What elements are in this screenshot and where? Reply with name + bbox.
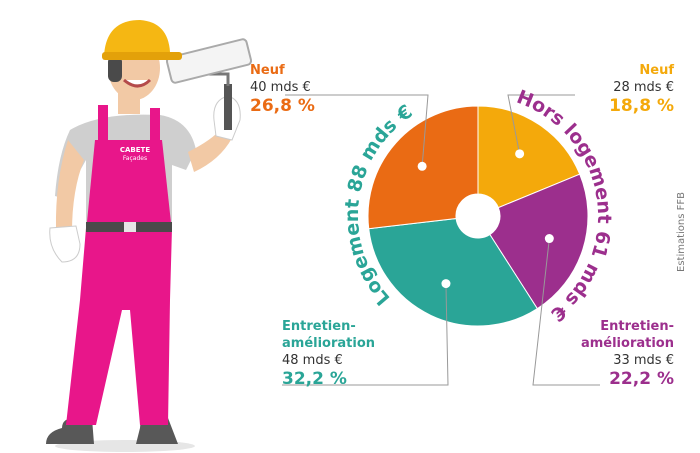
painter-illustration: [46, 20, 253, 452]
label-neuf-hors-logement-percent: 18,8 %: [609, 96, 674, 116]
slice-marker-dot: [544, 234, 554, 244]
label-entretien-hors-logement-category-2: amélioration: [580, 336, 674, 351]
source-note: Estimations FFB: [676, 191, 687, 272]
label-entretien-logement-amount: 48 mds €: [282, 353, 343, 368]
label-neuf-hors-logement-amount: 28 mds €: [613, 80, 674, 95]
slice-marker-dot: [417, 161, 427, 171]
slice-entretien-logement: [368, 217, 538, 327]
badge-line2: Façades: [122, 155, 148, 162]
badge-line1: CABETE: [119, 146, 151, 154]
label-neuf-logement-category: Neuf: [250, 63, 285, 78]
leader-line: [507, 94, 575, 154]
leader-line: [282, 283, 449, 386]
label-neuf-logement-percent: 26,8 %: [250, 96, 315, 116]
slice-marker-dot: [441, 279, 451, 289]
slice-marker-dot: [515, 149, 525, 159]
label-entretien-hors-logement-amount: 33 mds €: [613, 353, 674, 368]
label-entretien-logement-percent: 32,2 %: [282, 369, 347, 389]
label-entretien-hors-logement-percent: 22,2 %: [609, 369, 674, 389]
slice-entretien-hors-logement: [489, 173, 589, 310]
label-entretien-hors-logement-category-1: Entretien-: [600, 319, 674, 334]
label-neuf-hors-logement-category: Neuf: [639, 63, 674, 78]
badge-text: CABETE Façades: [100, 146, 170, 163]
label-neuf-logement: Neuf 40 mds € 26,8 %: [250, 62, 370, 117]
leader-line: [285, 94, 429, 167]
slice-neuf-hors-logement: [477, 105, 581, 209]
label-entretien-logement: Entretien- amélioration 48 mds € 32,2 %: [282, 318, 422, 390]
label-entretien-logement-category-2: amélioration: [282, 336, 376, 351]
label-entretien-logement-category-1: Entretien-: [282, 319, 356, 334]
label-neuf-logement-amount: 40 mds €: [250, 80, 311, 95]
leader-line: [532, 238, 600, 386]
label-neuf-hors-logement: Neuf 28 mds € 18,8 %: [560, 62, 674, 117]
label-entretien-hors-logement: Entretien- amélioration 33 mds € 22,2 %: [534, 318, 674, 390]
